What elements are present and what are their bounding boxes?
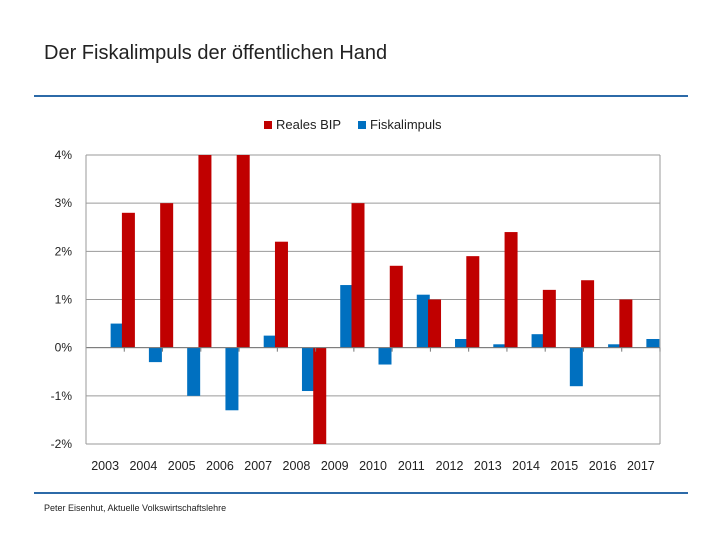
y-tick-label: -1% bbox=[51, 389, 73, 403]
y-tick-label: 4% bbox=[55, 148, 73, 162]
x-tick-label: 2003 bbox=[91, 459, 119, 473]
x-tick-label: 2016 bbox=[589, 459, 617, 473]
bars bbox=[110, 155, 660, 444]
title-divider bbox=[34, 95, 688, 97]
footer-credit: Peter Eisenhut, Aktuelle Volkswirtschaft… bbox=[44, 503, 227, 513]
x-tick-label: 2008 bbox=[283, 459, 311, 473]
x-tick-label: 2012 bbox=[436, 459, 464, 473]
bar-reales-bip bbox=[619, 299, 633, 348]
y-tick-label: 1% bbox=[55, 293, 73, 307]
bar-fiskalimpuls bbox=[378, 347, 392, 365]
bar-fiskalimpuls bbox=[225, 347, 239, 411]
bar-reales-bip bbox=[351, 203, 365, 348]
bar-reales-bip bbox=[313, 347, 327, 444]
bar-reales-bip bbox=[274, 241, 288, 348]
bar-reales-bip bbox=[542, 289, 556, 348]
x-tick-label: 2010 bbox=[359, 459, 387, 473]
bar-reales-bip bbox=[466, 256, 480, 348]
bar-fiskalimpuls bbox=[646, 338, 660, 348]
x-tick-label: 2014 bbox=[512, 459, 540, 473]
x-tick-label: 2015 bbox=[550, 459, 578, 473]
axes bbox=[85, 155, 661, 444]
legend-label: Reales BIP bbox=[276, 117, 341, 132]
y-tick-label: 2% bbox=[55, 244, 73, 258]
y-tick-label: -2% bbox=[51, 437, 73, 451]
bar-reales-bip bbox=[581, 280, 595, 348]
bar-fiskalimpuls bbox=[110, 323, 124, 348]
bar-reales-bip bbox=[428, 299, 442, 348]
x-tick-label: 2007 bbox=[244, 459, 272, 473]
bar-reales-bip bbox=[198, 155, 212, 348]
x-tick-label: 2004 bbox=[129, 459, 157, 473]
x-tick-label: 2013 bbox=[474, 459, 502, 473]
bar-fiskalimpuls bbox=[301, 347, 315, 392]
legend: Reales BIP Fiskalimpuls bbox=[264, 117, 442, 132]
legend-swatch bbox=[358, 121, 366, 129]
bar-fiskalimpuls bbox=[416, 294, 430, 348]
bar-fiskalimpuls bbox=[608, 344, 622, 348]
bar-fiskalimpuls bbox=[187, 347, 201, 396]
y-tick-label: 3% bbox=[55, 196, 73, 210]
x-tick-label: 2005 bbox=[168, 459, 196, 473]
bar-fiskalimpuls bbox=[493, 344, 507, 348]
y-tick-label: 0% bbox=[55, 341, 73, 355]
bar-reales-bip bbox=[389, 265, 403, 348]
page-title: Der Fiskalimpuls der öffentlichen Hand bbox=[44, 42, 388, 64]
bar-fiskalimpuls bbox=[531, 334, 545, 348]
legend-swatch bbox=[264, 121, 272, 129]
bar-fiskalimpuls bbox=[340, 285, 354, 348]
bar-fiskalimpuls bbox=[148, 347, 162, 363]
axis-labels: 4% 3% 2% 1% 0% -1% -2% 2003 2004 2005 2006 2007 2008… bbox=[51, 148, 655, 473]
bar-reales-bip bbox=[121, 212, 135, 348]
bar-reales-bip bbox=[236, 155, 250, 348]
x-tick-label: 2011 bbox=[398, 459, 425, 473]
x-tick-label: 2006 bbox=[206, 459, 234, 473]
bar-fiskalimpuls bbox=[569, 347, 583, 387]
bar-fiskalimpuls bbox=[263, 335, 277, 348]
bar-fiskalimpuls bbox=[455, 338, 469, 348]
bar-reales-bip bbox=[160, 203, 174, 348]
x-tick-label: 2009 bbox=[321, 459, 349, 473]
bar-reales-bip bbox=[504, 232, 518, 348]
legend-label: Fiskalimpuls bbox=[370, 117, 442, 132]
footer-divider bbox=[34, 492, 688, 494]
x-tick-label: 2017 bbox=[627, 459, 655, 473]
